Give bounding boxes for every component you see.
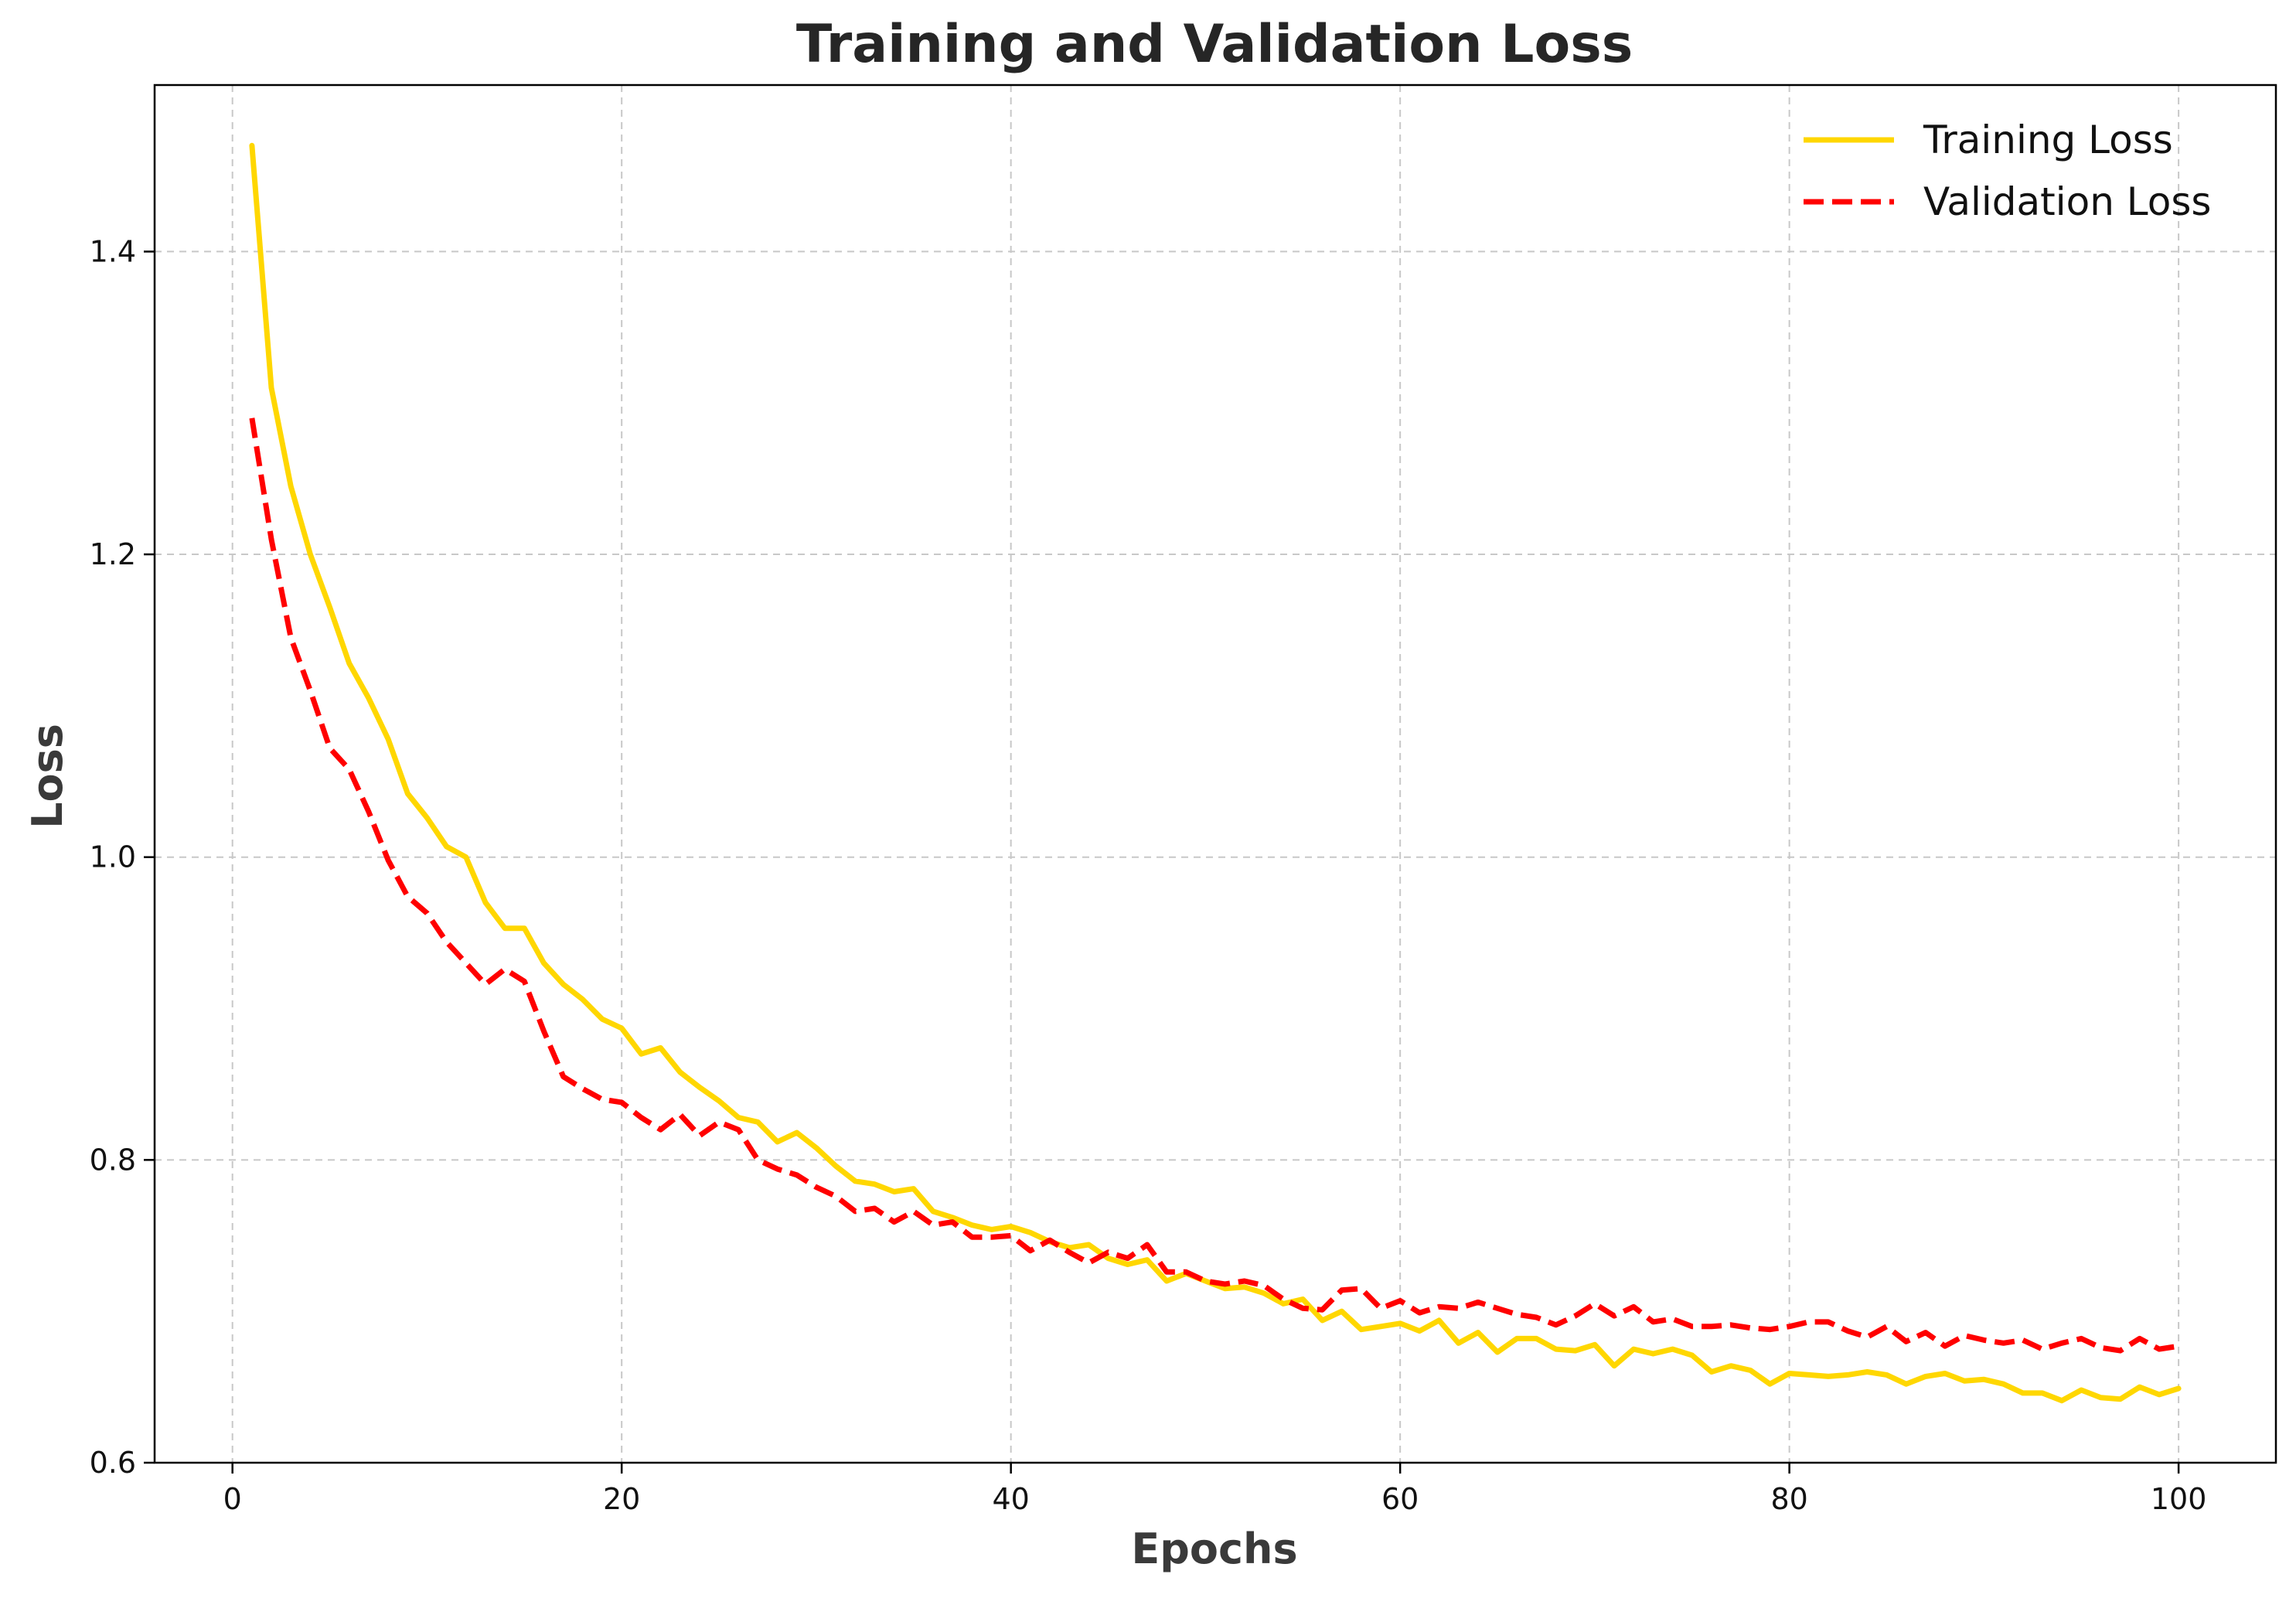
- x-tick-label: 100: [2151, 1482, 2207, 1516]
- grid-lines: [155, 85, 2276, 1463]
- chart-title: Training and Validation Loss: [796, 14, 1633, 75]
- x-tick-label: 0: [223, 1482, 242, 1516]
- y-tick-label: 0.8: [90, 1143, 136, 1177]
- validation-loss-line: [249, 417, 2179, 1354]
- series-lines: [249, 142, 2182, 1404]
- training-loss-line: [249, 142, 2182, 1404]
- x-tick-label: 60: [1381, 1482, 1419, 1516]
- plot-frame: [153, 83, 2277, 1464]
- y-tick-label: 1.2: [90, 537, 136, 571]
- y-tick-label: 1.0: [90, 840, 136, 874]
- legend-training-loss-label: Training Loss: [1923, 118, 2173, 162]
- x-tick-label: 80: [1770, 1482, 1807, 1516]
- legend: Training Loss Validation Loss: [1804, 118, 2211, 224]
- x-tick-label: 20: [603, 1482, 640, 1516]
- y-axis-label: Loss: [23, 724, 72, 829]
- y-tick-label: 1.4: [90, 234, 136, 268]
- x-tick-label: 40: [992, 1482, 1029, 1516]
- x-axis-label: Epochs: [1131, 1525, 1297, 1573]
- legend-validation-loss-label: Validation Loss: [1923, 179, 2211, 224]
- y-tick-label: 0.6: [90, 1446, 136, 1480]
- axis-ticks: 0 20 40 60 80 100 0.6 0.8 1.0 1.2 1.4: [90, 234, 2207, 1516]
